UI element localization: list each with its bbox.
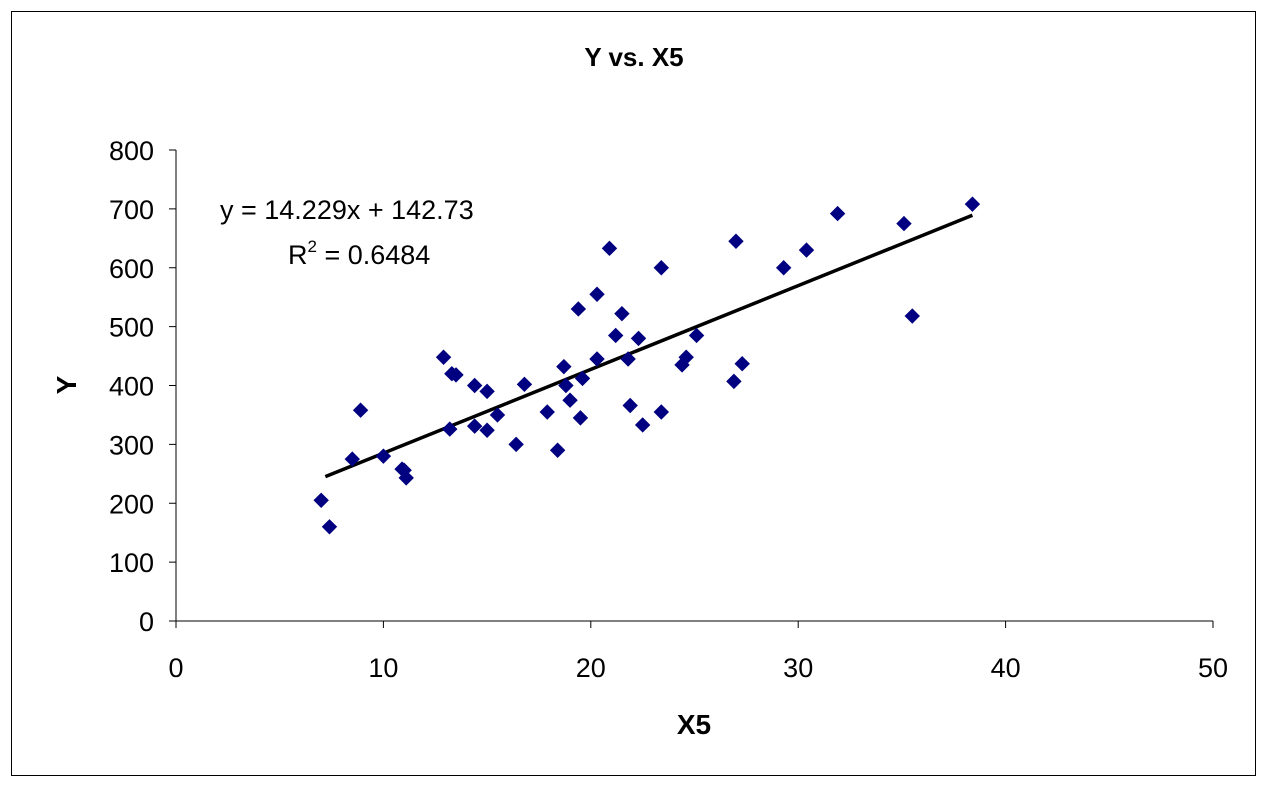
- data-point: [678, 349, 694, 365]
- x-tick-label: 0: [168, 653, 183, 683]
- x-axis-title: X5: [677, 709, 711, 740]
- data-point: [728, 233, 744, 249]
- y-tick-label: 300: [109, 430, 154, 460]
- trendline-layer: [324, 213, 974, 479]
- data-point: [313, 492, 329, 509]
- data-point: [798, 242, 815, 258]
- chart-title: Y vs. X5: [584, 42, 683, 72]
- data-point: [904, 308, 920, 324]
- y-tick-label: 500: [109, 313, 154, 343]
- data-point: [549, 442, 566, 458]
- data-point: [574, 370, 591, 387]
- data-point: [375, 448, 392, 464]
- y-axis-title: Y: [51, 375, 82, 394]
- data-point: [601, 240, 618, 257]
- data-point: [896, 215, 912, 232]
- y-tick-label: 600: [109, 254, 154, 284]
- data-point: [726, 373, 742, 390]
- data-point: [688, 327, 705, 344]
- trendline-equation: y = 14.229x + 142.73: [220, 195, 474, 225]
- data-point: [558, 377, 574, 394]
- r-squared-label: R2 = 0.6484: [288, 237, 430, 270]
- data-point: [653, 260, 670, 276]
- data-point: [589, 286, 605, 302]
- data-point: [435, 349, 452, 365]
- data-point: [442, 421, 458, 437]
- data-point: [556, 358, 572, 375]
- y-tick-label: 0: [139, 607, 154, 637]
- x-tick-label: 50: [1198, 653, 1228, 683]
- data-point: [964, 196, 981, 212]
- y-tick-label: 800: [109, 136, 154, 166]
- data-point: [448, 367, 464, 383]
- data-point: [466, 377, 483, 394]
- chart-frame: [11, 11, 1256, 776]
- y-tick-label: 700: [109, 195, 154, 225]
- axes: 0 100 200 300 400 500 600 700 800 0 10 20 30 40 50: [109, 136, 1228, 683]
- data-point: [653, 404, 670, 420]
- data-point: [562, 392, 578, 408]
- data-point: [539, 404, 555, 420]
- data-points: [313, 196, 981, 535]
- data-point: [607, 327, 624, 344]
- data-point: [344, 451, 360, 467]
- data-point: [775, 260, 792, 276]
- r-squared-value: = 0.6484: [317, 240, 430, 270]
- data-point: [734, 356, 750, 372]
- data-point: [352, 402, 369, 418]
- data-point: [466, 418, 483, 434]
- data-point: [572, 410, 589, 426]
- y-tick-label: 100: [109, 548, 154, 578]
- data-point: [479, 422, 495, 438]
- data-point: [620, 351, 636, 367]
- data-point: [508, 436, 524, 453]
- y-tick-label: 400: [109, 372, 154, 402]
- data-point: [570, 301, 587, 317]
- x-tick-label: 30: [783, 653, 813, 683]
- r-squared-symbol: R: [288, 240, 308, 270]
- data-point: [516, 376, 533, 393]
- data-point: [630, 330, 647, 347]
- data-point: [321, 519, 338, 535]
- data-point: [479, 383, 495, 400]
- data-point: [614, 305, 630, 322]
- data-point: [829, 205, 846, 222]
- data-point: [489, 407, 506, 423]
- x-tick-label: 20: [576, 653, 606, 683]
- y-tick-label: 200: [109, 489, 154, 519]
- data-point: [634, 417, 651, 433]
- x-tick-label: 40: [991, 653, 1021, 683]
- data-point: [622, 397, 638, 414]
- trendline: [324, 213, 974, 479]
- r-squared-exponent: 2: [308, 237, 317, 256]
- data-point: [396, 462, 412, 478]
- x-tick-label: 10: [368, 653, 398, 683]
- data-point: [589, 351, 605, 367]
